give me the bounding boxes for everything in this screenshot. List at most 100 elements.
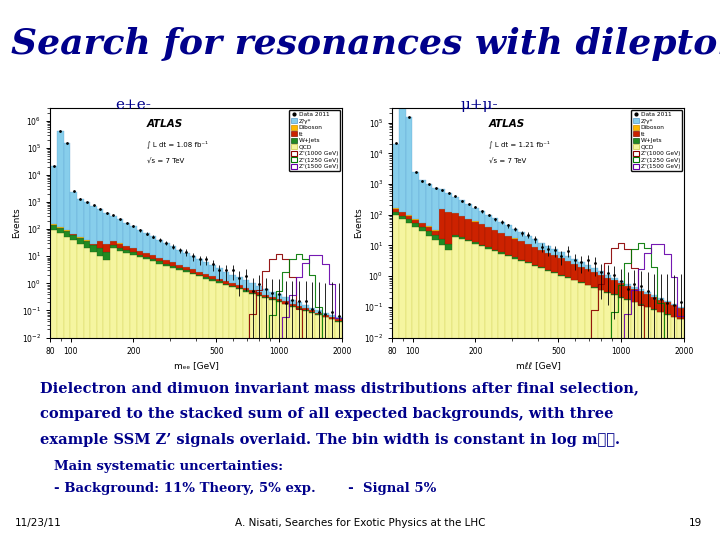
Bar	[518, 232, 525, 241]
Bar	[170, 266, 176, 268]
Bar	[498, 254, 505, 540]
Bar	[57, 227, 63, 228]
Bar	[644, 307, 651, 540]
Bar	[236, 286, 243, 288]
Bar	[552, 255, 558, 272]
Bar	[249, 290, 256, 293]
Bar	[539, 242, 545, 249]
Bar	[432, 188, 438, 230]
Bar	[399, 212, 405, 215]
Bar	[498, 252, 505, 254]
Bar	[302, 311, 309, 540]
Bar	[564, 278, 572, 540]
Bar	[71, 192, 77, 234]
Bar	[236, 289, 243, 540]
Bar	[492, 249, 498, 251]
Bar	[243, 288, 249, 291]
Bar	[143, 259, 150, 540]
Bar	[296, 308, 302, 309]
Bar	[110, 216, 117, 241]
Bar	[143, 253, 150, 257]
Bar	[426, 184, 432, 226]
Bar	[269, 292, 276, 297]
Bar	[638, 305, 644, 540]
Bar	[578, 262, 585, 267]
Bar	[222, 285, 230, 540]
Bar	[638, 289, 644, 292]
Bar	[413, 220, 419, 223]
Bar	[322, 315, 329, 316]
Bar	[130, 255, 137, 540]
Bar	[243, 291, 249, 292]
Bar	[611, 295, 618, 540]
Bar	[498, 222, 505, 233]
Bar	[183, 253, 189, 267]
Bar	[531, 266, 539, 540]
Bar	[203, 262, 210, 274]
Bar	[77, 244, 84, 540]
Bar	[130, 248, 137, 252]
Bar	[624, 284, 631, 286]
Bar	[512, 259, 518, 540]
Bar	[485, 249, 492, 540]
Bar	[329, 317, 336, 319]
Bar	[189, 269, 196, 273]
Bar	[664, 301, 671, 302]
Bar	[531, 265, 539, 266]
Bar	[84, 241, 90, 248]
Bar	[315, 315, 322, 540]
Bar	[63, 143, 71, 231]
Bar	[210, 276, 216, 279]
Bar	[472, 244, 479, 540]
Bar	[479, 245, 485, 246]
Bar	[302, 305, 309, 308]
Bar	[196, 275, 203, 276]
Text: √s = 7 TeV: √s = 7 TeV	[489, 159, 526, 165]
Bar	[263, 297, 269, 298]
Bar	[282, 301, 289, 303]
Bar	[130, 252, 137, 255]
Text: - Background: 11% Theory, 5% exp.       -  Signal 5%: - Background: 11% Theory, 5% exp. - Sign…	[54, 482, 436, 495]
Bar	[143, 233, 150, 253]
Bar	[644, 294, 651, 307]
Bar	[289, 306, 296, 307]
Bar	[539, 267, 545, 268]
Bar	[322, 313, 329, 315]
Bar	[322, 316, 329, 318]
Bar	[598, 289, 605, 290]
Bar	[525, 262, 531, 264]
Bar	[413, 219, 419, 220]
Bar	[336, 322, 342, 540]
Bar	[664, 302, 671, 314]
Bar	[289, 303, 296, 306]
Bar	[525, 264, 531, 540]
Bar	[678, 308, 684, 319]
Bar	[558, 253, 564, 258]
Bar	[539, 250, 545, 267]
Bar	[336, 321, 342, 322]
Bar	[329, 319, 336, 320]
Bar	[452, 213, 459, 234]
Bar	[419, 180, 426, 222]
Bar	[196, 259, 203, 272]
Bar	[117, 248, 123, 251]
Bar	[236, 288, 243, 289]
Bar	[163, 266, 170, 540]
Text: A. Nisati, Searches for Exotic Physics at the LHC: A. Nisati, Searches for Exotic Physics a…	[235, 518, 485, 528]
Bar	[465, 240, 472, 241]
Bar	[479, 246, 485, 540]
Bar	[123, 253, 130, 540]
Bar	[282, 305, 289, 540]
Bar	[269, 300, 276, 540]
Bar	[176, 249, 183, 265]
Bar	[545, 271, 552, 540]
Bar	[90, 206, 96, 244]
Bar	[399, 103, 405, 212]
Bar	[104, 213, 110, 244]
Bar	[117, 244, 123, 248]
Bar	[664, 315, 671, 540]
Bar	[189, 273, 196, 274]
Text: Dielectron and dimuon invariant mass distributions after final selection,: Dielectron and dimuon invariant mass dis…	[40, 381, 639, 395]
Bar	[282, 303, 289, 305]
Bar	[512, 229, 518, 239]
